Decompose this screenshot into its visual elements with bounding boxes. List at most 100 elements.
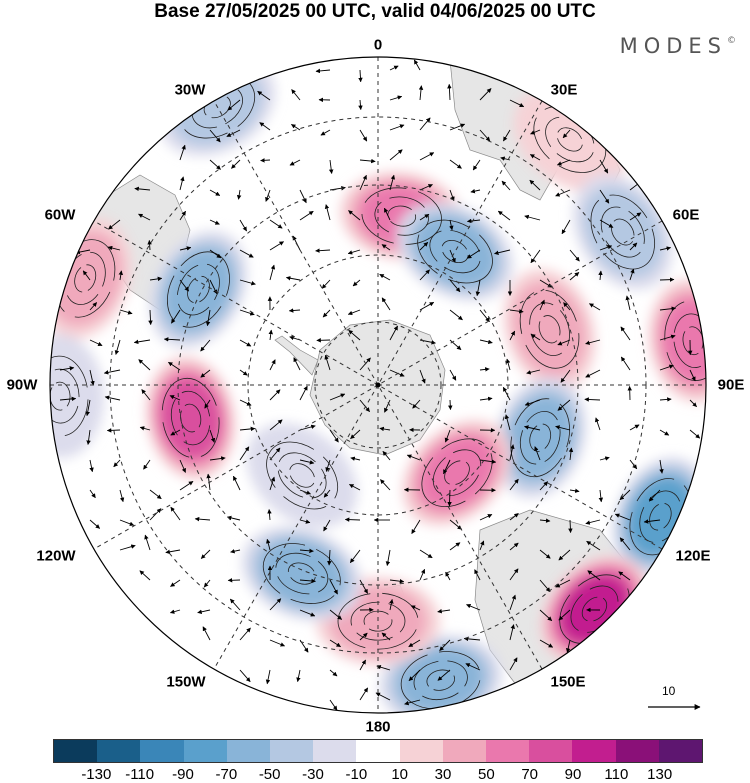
meridian-60e-120w [93,220,663,550]
circulation-ring-10-1 [413,660,468,700]
wind-vector-345 [565,639,571,653]
wind-vector-12 [479,88,492,101]
wind-vector-355 [509,657,518,671]
colorbar-cell-1 [97,740,141,762]
wind-vector-63 [239,219,247,232]
anomaly-blob-13-level-0 [246,423,358,528]
colorbar-cell-2 [140,740,184,762]
colorbar-cell-3 [183,740,227,762]
wind-vector-207 [239,426,256,432]
colorbar-tick-9: 50 [477,766,495,783]
wind-vector-253 [380,479,391,491]
colorbar-tick-0: -130 [81,766,112,783]
wind-vector-29 [231,159,241,169]
anomaly-blob-6-level-2 [507,395,574,480]
colorbar-cell-5 [270,740,314,762]
wind-vector-41 [599,159,609,174]
wind-vector-17 [291,124,301,131]
wind-vector-6 [291,89,301,101]
lon-label-150e: 150E [550,673,586,691]
wind-vector-334 [239,627,251,641]
wind-vector-2 [389,65,399,71]
wind-vector-24 [503,129,511,142]
wind-vector-108 [419,269,430,281]
wind-vector-141 [200,339,211,352]
wind-vector-251 [323,489,331,498]
reference-vector-label: 10 [662,684,676,698]
wind-vector-13 [509,99,525,108]
wind-vector-195 [502,386,511,401]
circulation-ring-12-1 [275,552,329,595]
anomaly-blob-18-level-0 [50,334,105,459]
wind-vector-244 [119,489,125,503]
wind-vector-315 [555,579,571,588]
wind-vector-319 [197,609,211,615]
wind-vector-167 [324,354,331,371]
wind-vector-323 [329,609,343,620]
circulation-ring-9-0 [581,596,608,622]
wind-vector-269 [267,509,272,521]
wind-vector-21 [419,117,431,131]
wind-vector-90 [466,249,481,259]
wind-vector-260 [598,489,604,503]
circulation-ring-15-0 [187,275,210,304]
wind-vector-200 [659,397,672,402]
wind-vector-278 [539,518,551,523]
wind-vector-328 [466,604,481,611]
wind-vector-245 [149,489,162,500]
wind-vector-238 [534,446,541,461]
wind-vector-140 [163,337,181,342]
wind-vector-262 [648,489,661,502]
circulation-ring-0-1 [374,196,430,236]
wind-vector-243 [89,489,96,499]
wind-vector-52 [449,189,455,202]
wind-vector-4 [227,99,241,111]
lon-label-0: 0 [373,36,383,54]
wind-vector-142 [239,339,252,347]
wind-vector-86 [347,249,361,255]
wind-vector-9 [389,95,403,101]
wind-vector-287 [230,549,241,554]
wind-vector-358 [375,692,391,701]
wind-vector-96 [659,246,672,251]
wind-vector-293 [419,549,433,559]
wind-vector-264 [119,519,135,526]
wind-vector-160 [103,369,121,375]
wind-vector-35 [419,152,435,161]
wind-vector-135 [625,295,631,311]
wind-vector-313 [509,568,519,581]
colorbar-tick-12: 110 [604,766,629,783]
lon-label-60w: 60W [44,206,76,224]
wind-vector-196 [524,399,541,406]
wind-vector-224 [113,459,121,468]
wind-vector-179 [689,369,696,382]
meridian-150e-30w [213,100,543,670]
wind-vector-288 [266,538,271,551]
wind-vector-351 [376,665,391,671]
wind-vector-88 [419,241,429,251]
wind-vector-16 [259,122,271,131]
wind-vector-61 [179,210,186,221]
wind-vector-263 [89,519,101,529]
wind-vector-356 [329,699,338,711]
lon-label-150w: 150W [166,673,206,691]
wind-vector-19 [359,129,368,142]
wind-vector-1 [358,69,363,83]
circulation-ring-14-2 [161,377,220,459]
wind-vector-217 [524,425,541,431]
wind-vector-27 [179,144,186,161]
wind-vector-191 [384,399,391,413]
wind-vector-116 [659,277,675,282]
wind-vector-192 [412,399,421,409]
wind-vector-350 [359,659,366,671]
wind-vector-341 [439,639,451,652]
wind-vector-78 [107,245,121,251]
circulation-ring-0-0 [387,205,417,227]
wind-vector-335 [269,639,286,647]
wind-vector-114 [598,270,603,281]
wind-vector-302 [170,579,181,587]
circulation-ring-6-1 [519,410,561,465]
map-border [49,56,707,714]
wind-vector-83 [269,241,284,251]
wind-vector-54 [501,180,511,191]
